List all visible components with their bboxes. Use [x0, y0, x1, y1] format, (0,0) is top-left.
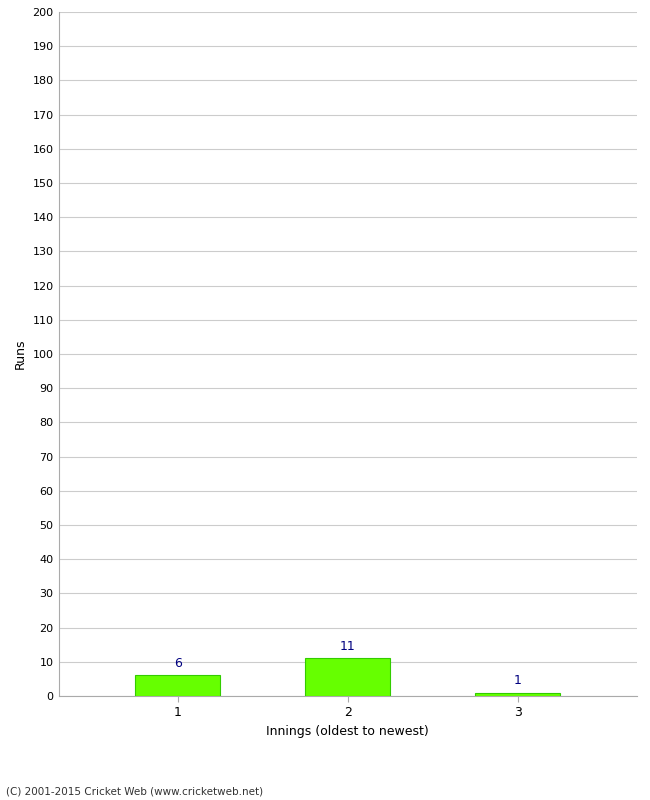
Text: 11: 11	[340, 640, 356, 654]
X-axis label: Innings (oldest to newest): Innings (oldest to newest)	[266, 725, 429, 738]
Text: 6: 6	[174, 658, 181, 670]
Bar	[135, 675, 220, 696]
Bar	[306, 658, 390, 696]
Bar	[475, 693, 560, 696]
Text: 1: 1	[514, 674, 522, 687]
Text: (C) 2001-2015 Cricket Web (www.cricketweb.net): (C) 2001-2015 Cricket Web (www.cricketwe…	[6, 786, 264, 796]
Y-axis label: Runs: Runs	[14, 338, 27, 370]
